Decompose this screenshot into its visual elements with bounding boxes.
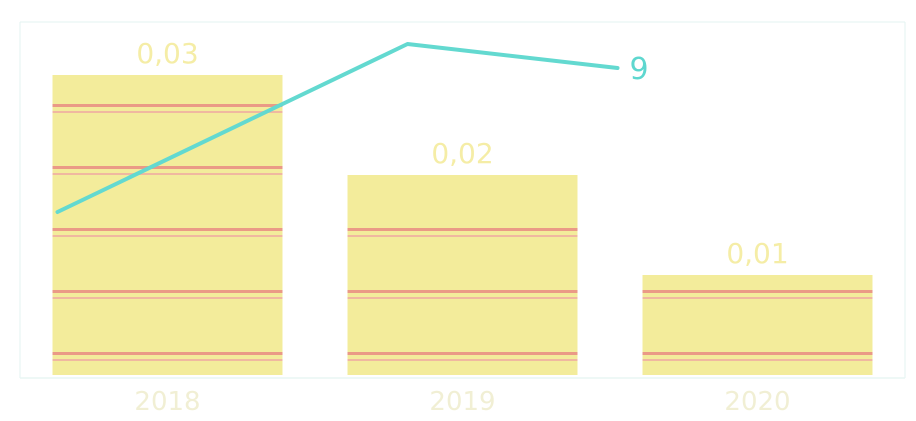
bar-2020	[642, 275, 873, 375]
line-series-group: 9	[55, 42, 649, 214]
category-label-2018: 2018	[134, 387, 200, 417]
bar-labels-group: 0,03 0,02 0,01	[136, 37, 788, 270]
bars-group	[52, 75, 873, 375]
bar-value-label-2020: 0,01	[726, 237, 788, 270]
category-label-2019: 2019	[429, 387, 495, 417]
category-labels-group: 2018 2019 2020	[134, 387, 790, 417]
bar-value-label-2018: 0,03	[136, 37, 198, 70]
bar-2018	[52, 75, 283, 375]
bar-value-label-2019: 0,02	[431, 137, 493, 170]
line-value-label-2020: 9	[630, 52, 649, 87]
line-series-path	[55, 42, 620, 214]
bar-2019	[347, 175, 578, 375]
category-label-2020: 2020	[724, 387, 790, 417]
